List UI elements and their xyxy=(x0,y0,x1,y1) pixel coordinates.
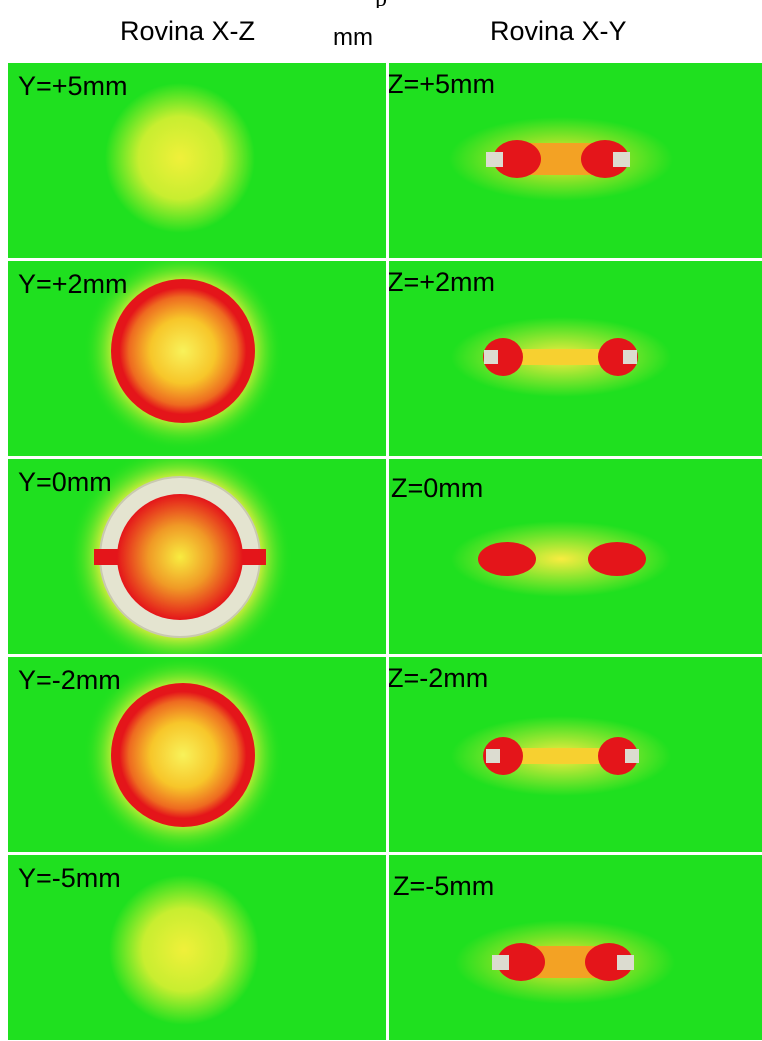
panel-label: Y=-5mm xyxy=(18,863,121,893)
xy-panel-z-plus5: Z=+5mm xyxy=(389,63,762,258)
field-plot xyxy=(109,875,259,1025)
electrode-gap-left xyxy=(94,549,124,565)
panel-label: Y=0mm xyxy=(18,467,112,497)
field-ring xyxy=(111,279,255,423)
field-plot xyxy=(451,716,671,796)
hotspot-right xyxy=(598,338,638,376)
hotspot-right xyxy=(585,943,633,981)
field-plot xyxy=(83,261,283,451)
field-spot xyxy=(109,875,259,1025)
field-bridge xyxy=(509,349,613,365)
field-plot xyxy=(451,317,671,397)
field-plot xyxy=(451,521,671,597)
field-core xyxy=(117,494,243,620)
hotspot-right xyxy=(598,737,638,775)
field-plot xyxy=(105,83,255,233)
electrode-left xyxy=(486,749,500,763)
left-column-title: Rovina X-Z xyxy=(120,16,256,46)
xy-panel-z-minus2: Z=-2mm xyxy=(389,657,762,852)
field-spot xyxy=(105,83,255,233)
xz-panel-y-0: Y=0mm xyxy=(8,459,386,654)
field-bridge xyxy=(509,748,613,764)
xy-panel-z-0: Z=0mm xyxy=(389,459,762,654)
field-plot xyxy=(68,459,292,654)
panel-label: Y=+5mm xyxy=(18,71,128,101)
electrode-left xyxy=(492,955,509,970)
xz-panel-y-minus2: Y=-2mm xyxy=(8,657,386,852)
xy-panel-z-plus2: Z=+2mm xyxy=(389,261,762,456)
field-plot xyxy=(455,920,675,1004)
electrode-left xyxy=(484,350,498,364)
panel-label: Z=0mm xyxy=(391,473,484,503)
field-plot xyxy=(83,657,283,852)
xz-panel-y-plus2: Y=+2mm xyxy=(8,261,386,456)
xy-panel-z-minus5: Z=-5mm xyxy=(389,855,762,1040)
xz-panel-y-minus5: Y=-5mm xyxy=(8,855,386,1040)
top-cut-text: p xyxy=(0,0,762,8)
field-halo xyxy=(451,521,671,597)
hotspot-left xyxy=(493,140,541,178)
electrode-right xyxy=(623,350,637,364)
panel-label: Z=+2mm xyxy=(389,267,496,297)
panel-label: Z=-2mm xyxy=(389,663,489,693)
hotspot-left xyxy=(483,737,523,775)
right-column-title: Rovina X-Y xyxy=(490,16,627,46)
hotspot-left xyxy=(478,542,536,576)
field-ring xyxy=(111,683,255,827)
electrode-left xyxy=(486,152,503,167)
panel-label: Y=-2mm xyxy=(18,665,121,695)
unit-label: mm xyxy=(333,24,373,51)
hotspot-left xyxy=(483,338,523,376)
hotspot-left xyxy=(497,943,545,981)
panel-label: Z=-5mm xyxy=(393,871,495,901)
panel-label: Z=+5mm xyxy=(389,69,496,99)
field-plot xyxy=(449,117,673,201)
electrode-right xyxy=(625,749,639,763)
hotspot-right xyxy=(588,542,646,576)
xz-panel-y-plus5: Y=+5mm xyxy=(8,63,386,258)
panel-label: Y=+2mm xyxy=(18,269,128,299)
electrode-gap-right xyxy=(236,549,266,565)
hotspot-right xyxy=(581,140,629,178)
electrode-right xyxy=(613,152,630,167)
electrode-right xyxy=(617,955,634,970)
